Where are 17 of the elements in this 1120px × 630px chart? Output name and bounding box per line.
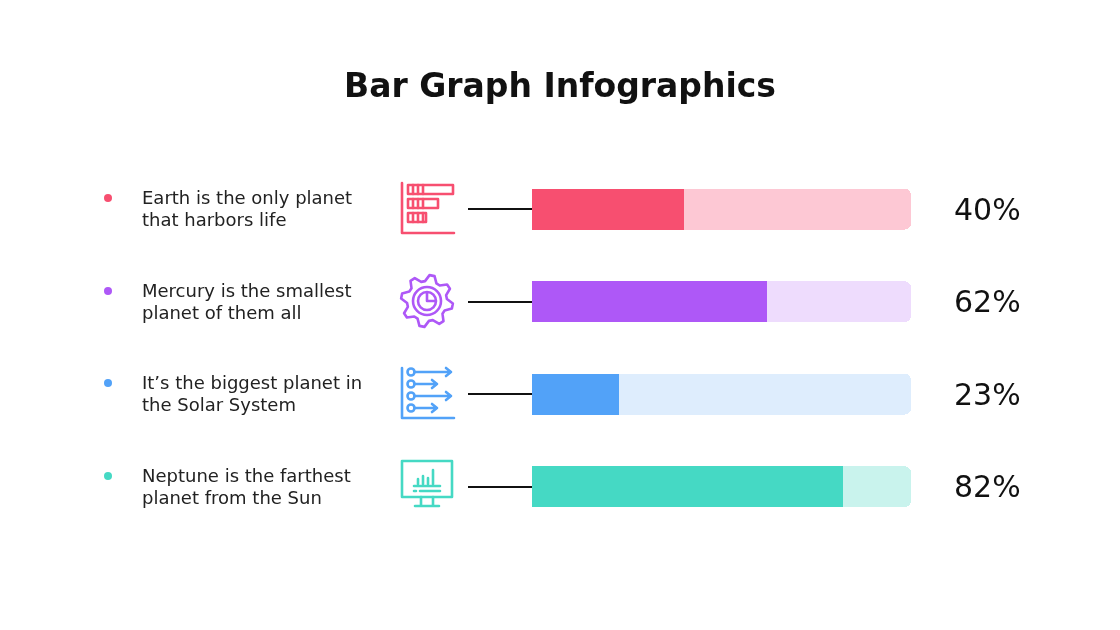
bar: [532, 466, 843, 508]
y-tick-label: Earth is the only planet that harbors life: [142, 186, 354, 231]
bar: [766, 281, 911, 323]
y-tick-label: Mercury is the smallest planet of them all: [142, 279, 353, 324]
bar: [532, 188, 684, 230]
y-tick-label: It’s the biggest planet in the Solar System: [142, 372, 364, 417]
data-label: 62%: [954, 284, 1021, 319]
bar: [683, 188, 911, 230]
data-label: 82%: [954, 469, 1021, 504]
y-tick-label: Neptune is the farthest planet from the Sun: [142, 465, 352, 510]
data-label: 23%: [954, 377, 1021, 412]
data-label: 40%: [954, 192, 1021, 227]
bar: [532, 281, 767, 323]
bar: [842, 466, 911, 508]
bar: [619, 373, 911, 415]
bar: [532, 373, 620, 415]
chart-title: Bar Graph Infographics: [343, 65, 777, 105]
